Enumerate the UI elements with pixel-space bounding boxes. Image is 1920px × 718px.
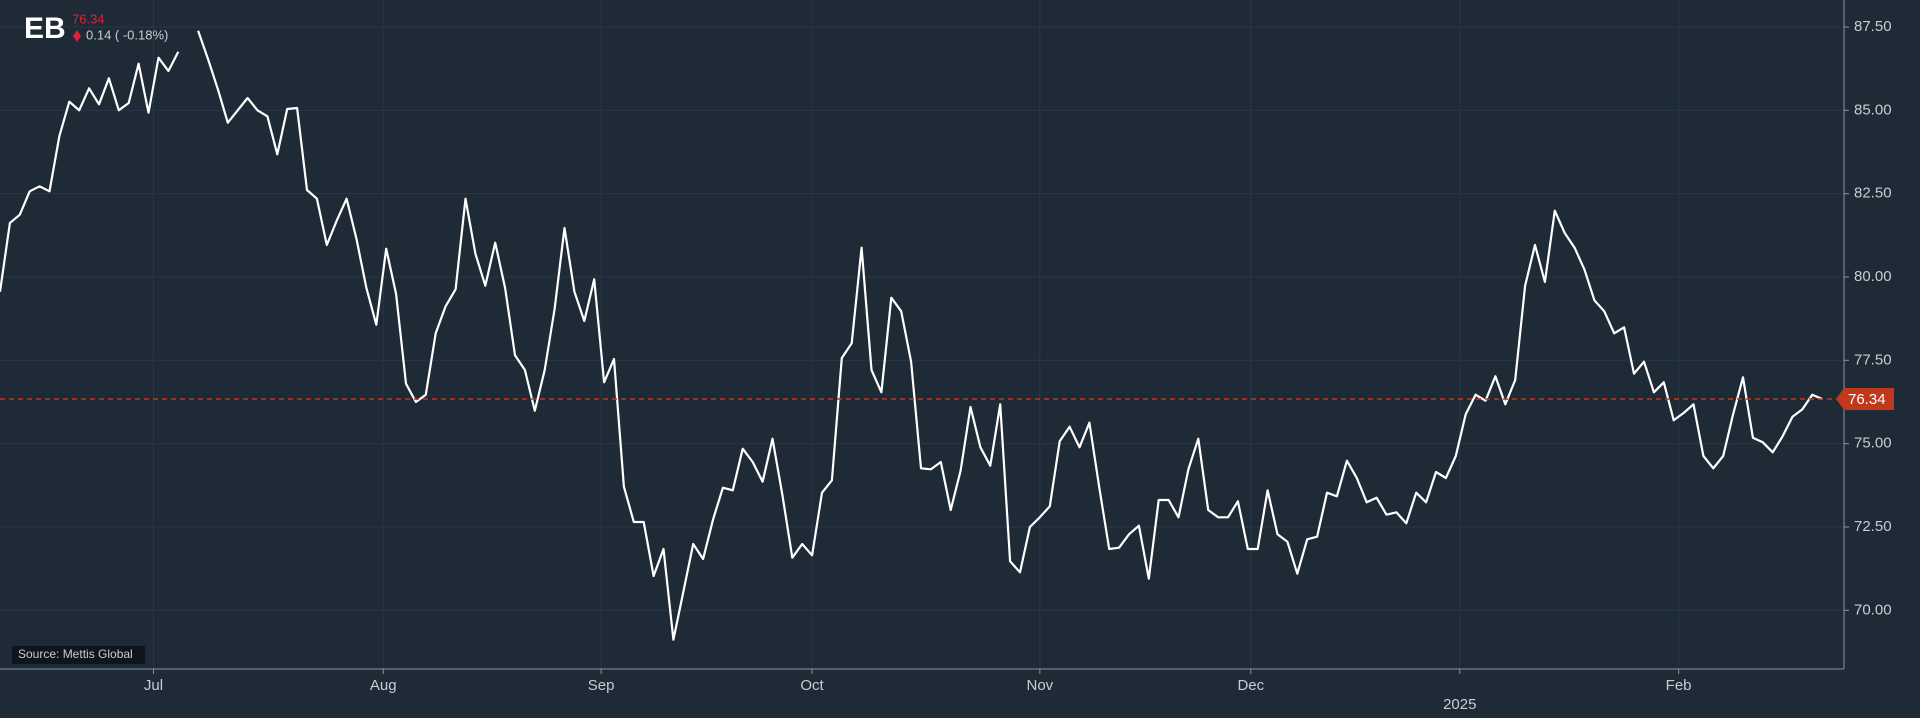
price-tag [1836, 388, 1894, 410]
y-tick-label: 72.50 [1854, 518, 1892, 535]
source: Source: Mettis Global [18, 647, 133, 661]
y-tick-label: 75.00 [1854, 435, 1892, 452]
x-tick-label: Nov [1027, 677, 1054, 694]
symbol: EB [24, 12, 66, 45]
y-tick-label: 87.50 [1854, 18, 1892, 35]
source-box [12, 646, 145, 664]
y-tick-label: 85.00 [1854, 101, 1892, 118]
y-tick-label: 77.50 [1854, 351, 1892, 368]
x-tick-label: Aug [370, 677, 397, 694]
x-tick-label: 2025 [1443, 696, 1476, 713]
price: 76.34 [72, 11, 105, 26]
x-tick-label: Jul [144, 677, 163, 694]
price-line [0, 30, 1823, 641]
x-tick-label: Oct [800, 677, 824, 694]
x-tick-label: Sep [588, 677, 615, 694]
x-tick-label: Dec [1237, 677, 1264, 694]
change-icon [73, 30, 81, 42]
y-tick-label: 82.50 [1854, 185, 1892, 202]
x-tick-label: Feb [1666, 677, 1692, 694]
y-tick-label: 70.00 [1854, 601, 1892, 618]
price-tag-label: 76.34 [1848, 391, 1886, 408]
change: 0.14 ( -0.18%) [86, 27, 168, 42]
y-tick-label: 80.00 [1854, 268, 1892, 285]
